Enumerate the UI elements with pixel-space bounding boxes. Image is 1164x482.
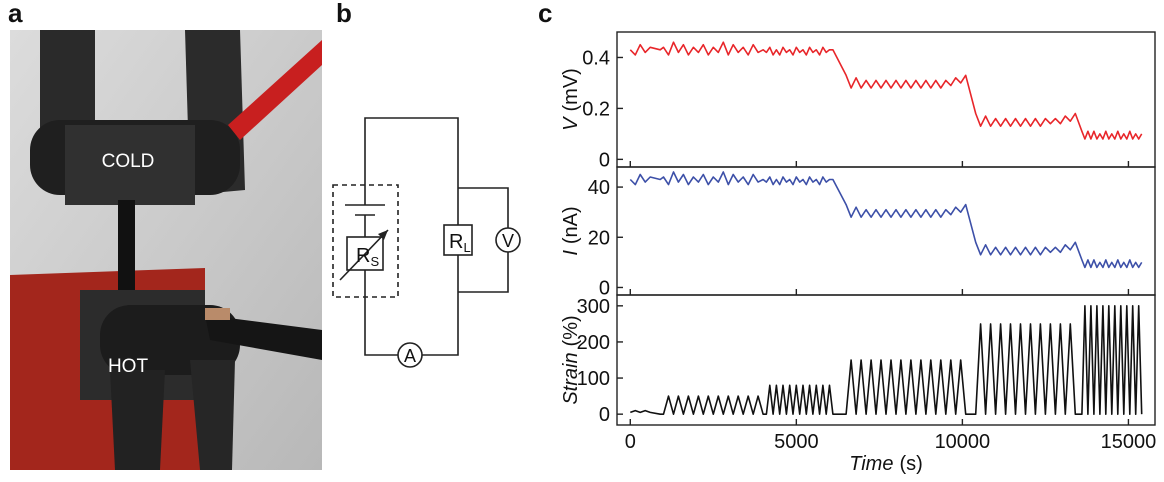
y-tick-label: 0 (599, 404, 610, 426)
y-tick-label: 100 (577, 368, 610, 390)
x-axis-label: Time (s) (849, 453, 923, 475)
y-tick-label: 200 (577, 332, 610, 354)
axis-label-var: Time (849, 453, 893, 475)
plot-frame (616, 294, 1156, 426)
circuit (332, 117, 521, 368)
y-tick-label: 0.4 (582, 47, 610, 69)
axis-label-unit: (mV) (560, 68, 582, 111)
panel-label: a (8, 0, 23, 28)
axis-label-var: Strain (560, 352, 582, 404)
y-tick-label: 0.2 (582, 98, 610, 120)
panel-label: c (538, 0, 552, 28)
y-tick-label: 0 (599, 277, 610, 299)
resistor-subscript: S (370, 254, 379, 269)
y-tick-label: 20 (588, 227, 610, 249)
x-tick-label: 5000 (774, 431, 819, 453)
axis-label-var: I (560, 250, 582, 256)
data-line (629, 171, 1143, 269)
x-tick-label: 10000 (935, 431, 991, 453)
axis-label-unit: (nA) (560, 206, 582, 244)
meter-label: A (404, 346, 416, 366)
photo-label: COLD (102, 151, 155, 172)
y-tick-label: 300 (577, 296, 610, 318)
photo (10, 30, 322, 470)
axis-label-unit: (%) (560, 315, 582, 346)
plot-frame (616, 166, 1156, 296)
resistor-symbol: R (356, 245, 370, 267)
photo-label: HOT (108, 356, 149, 377)
resistor-symbol: R (449, 231, 463, 253)
axis-label-var: V (560, 116, 582, 131)
meter-label: V (502, 231, 514, 251)
x-tick-label: 15000 (1101, 431, 1157, 453)
y-tick-label: 40 (588, 177, 610, 199)
resistor-label: RS (356, 245, 379, 269)
data-line (630, 305, 1143, 415)
resistor-subscript: L (463, 240, 470, 255)
y-axis-label: I (nA) (560, 206, 582, 255)
data-line (629, 41, 1143, 140)
axis-label-unit: (s) (899, 453, 922, 475)
x-tick-label: 0 (625, 431, 636, 453)
y-tick-label: 0 (599, 149, 610, 171)
panel-label: b (336, 0, 352, 28)
y-axis-label: V (mV) (560, 68, 582, 131)
y-axis-label: Strain (%) (560, 315, 582, 404)
resistor-label: RL (449, 231, 471, 255)
